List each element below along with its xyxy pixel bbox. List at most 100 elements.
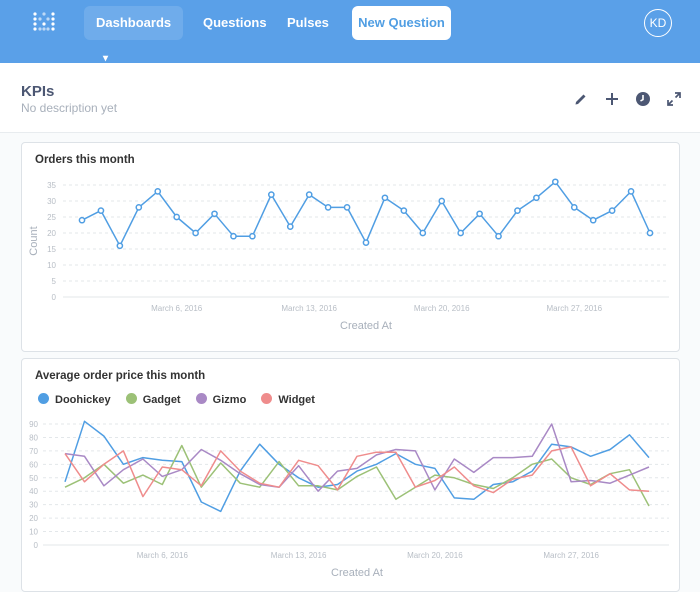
data-point [267, 191, 275, 198]
legend-dot [195, 393, 207, 404]
series-line [64, 423, 650, 492]
avatar[interactable]: KD [644, 9, 672, 37]
y-tick-label: 5 [52, 277, 57, 286]
data-point [627, 188, 635, 195]
pencil-icon[interactable] [573, 91, 589, 107]
series-line [64, 420, 650, 513]
x-tick-label: March 20, 2016 [407, 551, 463, 560]
data-point [249, 232, 256, 240]
data-point [154, 188, 162, 195]
expand-icon[interactable] [666, 91, 682, 107]
data-point [589, 216, 597, 224]
data-point [476, 210, 483, 218]
data-point [495, 232, 502, 240]
data-point [135, 204, 143, 211]
y-tick-label: 10 [29, 528, 38, 537]
card-title: Orders this month [35, 154, 135, 166]
data-point [192, 229, 199, 237]
x-tick-label: March 6, 2016 [151, 304, 203, 313]
chevron-down-icon: ▾ [103, 53, 109, 64]
data-point [400, 207, 408, 214]
legend-label: Gadget [142, 394, 181, 406]
x-tick-label: March 20, 2016 [414, 304, 470, 313]
y-tick-label: 20 [29, 514, 38, 523]
x-tick-label: March 13, 2016 [281, 304, 337, 313]
data-point [533, 194, 540, 202]
data-point [514, 207, 521, 214]
legend-item[interactable]: Widget [261, 393, 315, 406]
legend-dot [38, 393, 49, 404]
y-tick-label: 10 [47, 261, 56, 270]
legend-dot [125, 393, 137, 404]
data-point [324, 204, 332, 211]
chart-legend: Doohickey Gadget Gizmo Widget [38, 393, 327, 406]
data-point [230, 232, 237, 240]
data-point [116, 242, 124, 250]
y-tick-label: 0 [52, 293, 57, 302]
y-axis-title: Count [28, 226, 40, 255]
x-tick-label: March 6, 2016 [137, 551, 189, 560]
y-tick-label: 50 [29, 474, 38, 483]
new-question-button[interactable]: New Question [352, 6, 451, 40]
data-point [362, 239, 370, 246]
data-point [305, 191, 313, 198]
y-tick-label: 15 [47, 245, 56, 254]
data-point [608, 207, 616, 214]
legend-label: Doohickey [55, 394, 111, 406]
nav-pulses[interactable]: Pulses [287, 15, 329, 30]
data-point [381, 194, 389, 202]
legend-item[interactable]: Doohickey [38, 393, 111, 406]
page-description: No description yet [21, 101, 118, 115]
data-point [646, 229, 654, 237]
data-point [78, 216, 86, 224]
data-point [551, 178, 559, 186]
nav-questions[interactable]: Questions [203, 15, 267, 30]
x-tick-label: March 27, 2016 [546, 304, 602, 313]
data-point [286, 223, 294, 230]
y-tick-label: 90 [29, 420, 38, 429]
orders-line-chart: 0 5 10 15 20 25 30 35 March 6, 2016 March 13, 201… [28, 178, 669, 332]
y-tick-label: 0 [34, 541, 39, 550]
legend-dot [261, 393, 273, 404]
y-tick-label: 30 [47, 197, 56, 206]
page-title: KPIs [21, 83, 55, 100]
x-tick-label: March 13, 2016 [271, 551, 327, 560]
y-tick-label: 30 [29, 501, 38, 510]
x-axis-title: Created At [331, 567, 383, 579]
series-line [64, 444, 650, 507]
y-tick-label: 80 [29, 433, 38, 442]
card-orders-this-month[interactable]: Orders this month 0 5 10 15 20 25 30 35 March 6,… [21, 142, 680, 352]
data-point [570, 204, 578, 211]
data-point [419, 229, 427, 237]
data-point [438, 197, 446, 205]
data-point [343, 204, 351, 211]
avg-price-line-chart: 0 10 20 30 40 50 60 70 80 90 March 6, 2016 March 13… [29, 420, 669, 579]
data-point [173, 213, 181, 221]
nav-dashboards[interactable]: Dashboards ▾ [84, 6, 183, 64]
y-tick-label: 70 [29, 447, 38, 456]
x-tick-label: March 27, 2016 [543, 551, 599, 560]
plus-icon[interactable] [604, 91, 620, 107]
card-title: Average order price this month [35, 370, 206, 382]
y-tick-label: 60 [29, 460, 38, 469]
y-tick-label: 35 [47, 181, 56, 190]
x-axis-title: Created At [340, 320, 392, 332]
legend-item[interactable]: Gadget [125, 393, 181, 406]
y-tick-label: 40 [29, 487, 38, 496]
legend-label: Widget [278, 394, 315, 406]
legend-item[interactable]: Gizmo [195, 393, 247, 406]
series-line [81, 181, 651, 247]
legend-label: Gizmo [212, 394, 247, 406]
y-tick-label: 25 [47, 213, 56, 222]
clock-icon[interactable] [635, 91, 651, 107]
data-point [97, 207, 105, 214]
series-line [64, 446, 650, 498]
top-nav-bar: Dashboards ▾ Questions Pulses New Questio… [0, 0, 700, 64]
card-average-order-price[interactable]: Average order price this month Doohickey… [21, 358, 680, 592]
data-point [457, 229, 465, 237]
y-tick-label: 20 [47, 229, 56, 238]
dashboard-header: KPIs No description yet [0, 63, 700, 133]
nav-dashboards-label: Dashboards [96, 15, 172, 30]
metabase-logo-icon[interactable] [33, 12, 55, 34]
data-point [211, 210, 218, 218]
